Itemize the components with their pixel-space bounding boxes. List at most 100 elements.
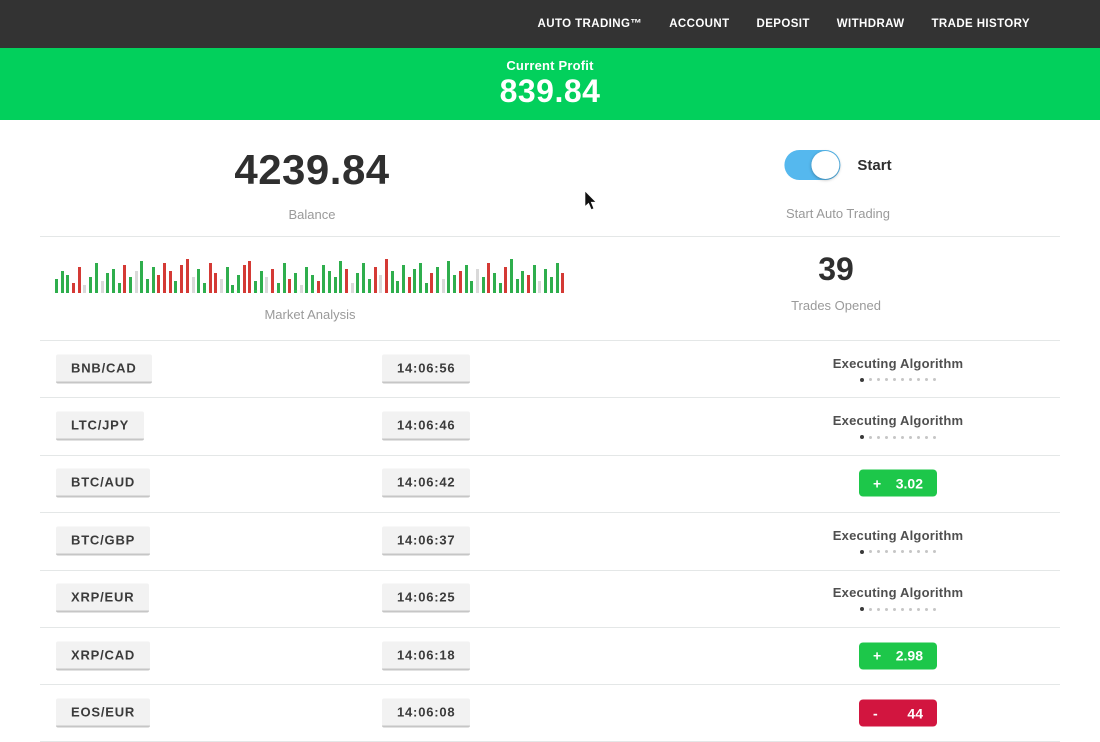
progress-dot (909, 378, 912, 382)
executing-label: Executing Algorithm (832, 527, 964, 543)
nav-account[interactable]: ACCOUNT (669, 18, 730, 30)
balance-block: 4239.84 Balance (234, 146, 389, 222)
chart-bar (441, 279, 445, 293)
chart-bar (475, 269, 479, 293)
progress-dot (933, 378, 936, 382)
nav-trade-history[interactable]: TRADE HISTORY (931, 18, 1030, 30)
status-cell: Executing Algorithm (798, 413, 998, 440)
progress-dot (893, 550, 896, 554)
progress-dot (917, 435, 920, 439)
chart-bar (305, 267, 309, 293)
chart-bar (504, 267, 508, 293)
progress-dot (893, 607, 896, 611)
chart-bar (128, 277, 132, 293)
chart-bar (231, 285, 235, 293)
pair-badge: LTC/JPY (56, 411, 145, 441)
chart-bar (458, 271, 462, 293)
chart-bar (350, 283, 354, 293)
progress-dot (893, 435, 896, 439)
auto-trading-block: Start Start Auto Trading (784, 150, 892, 221)
chart-bar (89, 277, 93, 293)
balance-section: 4239.84 Balance Start Start Auto Trading (0, 120, 1100, 237)
chart-bar (219, 279, 223, 293)
nav-deposit[interactable]: DEPOSIT (756, 18, 810, 30)
chart-bar (345, 269, 349, 293)
progress-dots (798, 377, 998, 382)
chart-bar (66, 275, 70, 293)
chart-bar (390, 271, 394, 293)
chart-bar (271, 269, 275, 293)
pair-badge: XRP/CAD (56, 641, 151, 671)
chart-bar (60, 271, 64, 293)
chart-bar (396, 281, 400, 293)
chart-bar (470, 281, 474, 293)
chart-bar (191, 277, 195, 293)
result-amount: 44 (907, 705, 923, 722)
result-amount: 3.02 (895, 475, 923, 492)
chart-bar (555, 263, 559, 293)
chart-bar (521, 271, 525, 293)
executing-label: Executing Algorithm (832, 413, 964, 429)
profit-badge: +3.02 (859, 469, 937, 497)
chart-bar (464, 265, 468, 293)
chart-bar (367, 279, 371, 293)
nav-auto-trading[interactable]: AUTO TRADING™ (537, 18, 643, 30)
chart-bar (174, 281, 178, 293)
progress-dot (869, 378, 872, 382)
progress-dot (860, 549, 864, 554)
trade-row: BTC/AUD 14:06:42 +3.02 (0, 454, 1100, 512)
chart-bar (214, 273, 218, 293)
chart-bar (532, 265, 536, 293)
progress-dot (917, 378, 920, 382)
status-cell: Executing Algorithm (798, 356, 998, 382)
chart-bar (123, 265, 127, 293)
status-cell: Executing Algorithm (798, 528, 998, 554)
balance-label: Balance (288, 207, 336, 222)
progress-dot (893, 378, 896, 382)
chart-bar (492, 273, 496, 293)
divider (40, 236, 1060, 237)
progress-dot (877, 435, 880, 439)
trades-opened-label: Trades Opened (791, 298, 881, 313)
status-cell: - 44 (798, 699, 998, 727)
chart-bar (180, 265, 184, 293)
toggle-caption: Start Auto Trading (785, 206, 891, 221)
progress-dot (860, 607, 864, 612)
balance-value: 4239.84 (234, 146, 390, 193)
trade-row: XRP/EUR 14:06:25 Executing Algorithm (0, 569, 1100, 627)
profit-banner-label: Current Profit (506, 58, 594, 73)
chart-bar (265, 277, 269, 293)
trade-row: BTC/GBP 14:06:37 Executing Algorithm (0, 512, 1100, 569)
trade-row: XRP/CAD 14:06:18 +2.98 (0, 626, 1100, 684)
trade-row: EOS/EUR 14:06:08 - 44 (0, 684, 1100, 741)
chart-bar (401, 265, 405, 293)
time-badge: 14:06:18 (382, 641, 471, 671)
chart-bar (328, 271, 331, 293)
status-cell: Executing Algorithm (798, 585, 998, 612)
chart-bar (242, 265, 246, 293)
chart-bar (515, 279, 519, 293)
pair-badge: XRP/EUR (56, 583, 150, 613)
progress-dot (909, 435, 912, 439)
auto-trading-toggle[interactable] (784, 150, 841, 180)
progress-dot (877, 378, 880, 382)
chart-bar (299, 285, 303, 293)
progress-dot (917, 607, 920, 611)
chart-bar (83, 285, 87, 293)
pair-badge: EOS/EUR (56, 698, 151, 728)
progress-dot (925, 435, 928, 439)
trade-row: BNB/CAD 14:06:56 Executing Algorithm (0, 340, 1100, 397)
market-analysis-label: Market Analysis (264, 307, 356, 322)
chart-bar (384, 259, 388, 293)
chart-bar (202, 283, 206, 293)
progress-dot (917, 550, 920, 554)
chart-bar (293, 273, 297, 293)
pair-badge: BTC/GBP (56, 526, 151, 556)
profit-banner: Current Profit 839.84 (0, 48, 1100, 120)
progress-dot (933, 435, 936, 439)
chart-bar (288, 279, 292, 293)
result-sign: + (873, 475, 882, 492)
nav-withdraw[interactable]: WITHDRAW (836, 18, 905, 30)
executing-label: Executing Algorithm (832, 355, 964, 371)
chart-bar (134, 271, 138, 293)
